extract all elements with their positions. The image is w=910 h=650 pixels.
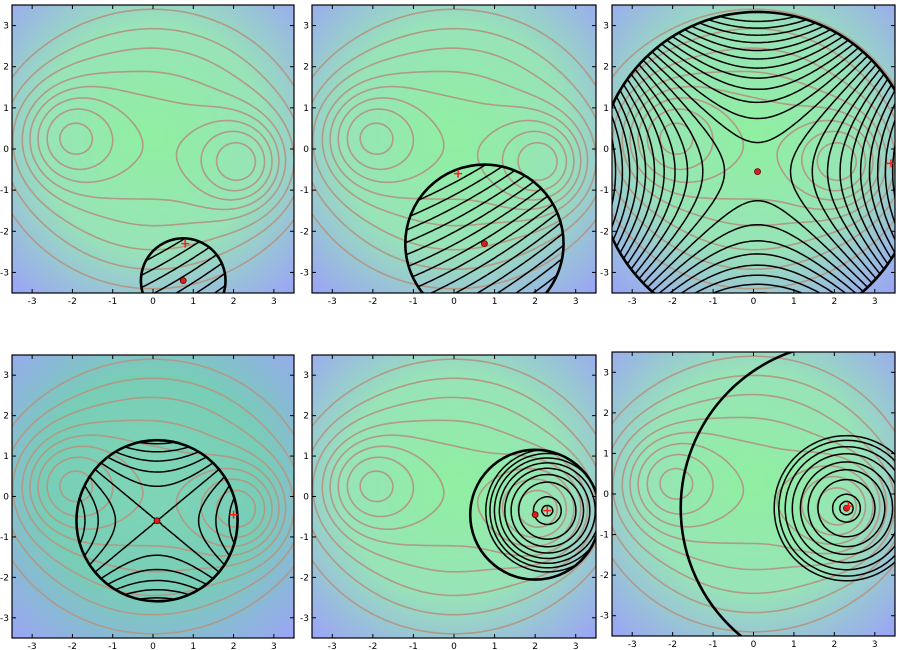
x-tick-label: 2 <box>532 297 538 307</box>
y-tick-label: -1 <box>0 186 9 196</box>
y-tick-label: -3 <box>0 268 9 278</box>
y-tick-label: 2 <box>303 412 309 422</box>
x-tick-label: -1 <box>709 640 718 650</box>
y-tick-label: -3 <box>600 612 609 622</box>
y-tick-label: -2 <box>0 227 9 237</box>
x-tick-label: -3 <box>628 640 637 650</box>
y-tick-label: 3 <box>303 371 309 381</box>
x-tick-label: -1 <box>709 297 718 307</box>
y-tick-label: 3 <box>303 22 309 32</box>
y-tick-label: -3 <box>0 614 9 624</box>
current-point <box>755 169 761 175</box>
x-tick-label: 2 <box>231 297 237 307</box>
panel-3: -3 -2 -1 0 1 2 3 3 2 1 0 -1 -2 -3 <box>572 0 910 334</box>
y-tick-label: -2 <box>300 227 309 237</box>
y-tick-label: 1 <box>3 452 9 462</box>
y-tick-label: 0 <box>603 490 609 500</box>
x-tick-label: -1 <box>108 642 117 650</box>
y-tick-label: -1 <box>300 533 309 543</box>
x-tick-label: 2 <box>231 642 237 650</box>
y-tick-label: 0 <box>303 493 309 503</box>
x-tick-label: -3 <box>628 297 637 307</box>
y-tick-label: -1 <box>0 533 9 543</box>
x-tick-label: -3 <box>328 297 337 307</box>
x-tick-label: -2 <box>68 297 77 307</box>
x-tick-label: 1 <box>190 297 196 307</box>
x-tick-label: 3 <box>573 642 579 650</box>
y-tick-label: 2 <box>603 409 609 419</box>
panel-5: -3 -2 -1 0 1 2 3 3 2 1 0 -1 -2 -3 <box>300 355 609 650</box>
y-tick-label: 1 <box>3 104 9 114</box>
x-tick-label: 0 <box>751 640 757 650</box>
x-tick-label: 0 <box>150 642 156 650</box>
y-tick-label: -2 <box>600 227 609 237</box>
y-tick-label: -1 <box>600 531 609 541</box>
y-tick-label: 1 <box>303 104 309 114</box>
x-tick-label: 3 <box>872 640 878 650</box>
x-tick-label: -2 <box>368 642 377 650</box>
y-tick-label: -1 <box>300 186 309 196</box>
x-tick-label: 0 <box>451 642 457 650</box>
x-tick-label: -1 <box>409 297 418 307</box>
y-tick-label: 0 <box>603 145 609 155</box>
x-tick-label: 3 <box>872 297 878 307</box>
y-tick-label: 2 <box>303 63 309 73</box>
x-tick-label: 2 <box>831 640 837 650</box>
x-tick-label: -3 <box>328 642 337 650</box>
y-tick-label: 1 <box>303 452 309 462</box>
x-tick-label: -2 <box>68 642 77 650</box>
x-tick-label: -3 <box>28 642 37 650</box>
y-tick-label: 3 <box>603 22 609 32</box>
x-tick-label: -2 <box>668 297 677 307</box>
y-tick-label: 2 <box>3 412 9 422</box>
x-tick-label: -2 <box>668 640 677 650</box>
y-tick-label: 2 <box>603 63 609 73</box>
y-tick-label: -2 <box>300 573 309 583</box>
model-contour <box>315 316 334 335</box>
x-tick-label: 3 <box>271 642 277 650</box>
x-tick-label: 0 <box>751 297 757 307</box>
current-point <box>532 512 538 518</box>
panel-2: -3 -2 -1 0 1 2 3 3 2 1 0 -1 -2 -3 <box>271 0 636 334</box>
current-point <box>481 241 487 247</box>
current-point <box>180 278 186 284</box>
x-tick-label: 1 <box>791 297 797 307</box>
x-tick-label: 0 <box>150 297 156 307</box>
panel-4: -3 -2 -1 0 1 2 3 3 2 1 0 -1 -2 -3 <box>0 349 334 650</box>
x-tick-label: -1 <box>409 642 418 650</box>
current-point <box>154 518 160 524</box>
y-tick-label: 3 <box>3 22 9 32</box>
panel-1: -3 -2 -1 0 1 2 3 3 2 1 0 -1 -2 -3 <box>0 0 334 334</box>
y-tick-label: 3 <box>603 368 609 378</box>
x-tick-label: 1 <box>190 642 196 650</box>
y-tick-label: -3 <box>600 268 609 278</box>
y-tick-label: 1 <box>603 104 609 114</box>
x-tick-label: 0 <box>451 297 457 307</box>
y-tick-label: -2 <box>0 573 9 583</box>
y-tick-label: -1 <box>600 186 609 196</box>
y-tick-label: -3 <box>300 614 309 624</box>
panel-6: -3 -2 -1 0 1 2 3 3 2 1 0 -1 -2 -3 <box>600 342 910 650</box>
x-tick-label: 1 <box>492 297 498 307</box>
y-tick-label: 2 <box>3 63 9 73</box>
x-tick-label: 1 <box>791 640 797 650</box>
x-tick-label: 3 <box>271 297 277 307</box>
y-tick-label: 0 <box>3 145 9 155</box>
x-tick-label: 3 <box>573 297 579 307</box>
y-tick-label: 0 <box>3 493 9 503</box>
x-tick-label: -3 <box>28 297 37 307</box>
model-contour <box>302 303 335 334</box>
x-tick-label: 2 <box>532 642 538 650</box>
y-tick-label: 0 <box>303 145 309 155</box>
y-tick-label: -3 <box>300 268 309 278</box>
x-tick-label: -2 <box>368 297 377 307</box>
y-tick-label: -2 <box>600 571 609 581</box>
y-tick-label: 3 <box>3 371 9 381</box>
x-tick-label: -1 <box>108 297 117 307</box>
y-tick-label: 1 <box>603 449 609 459</box>
x-tick-label: 1 <box>492 642 498 650</box>
x-tick-label: 2 <box>831 297 837 307</box>
